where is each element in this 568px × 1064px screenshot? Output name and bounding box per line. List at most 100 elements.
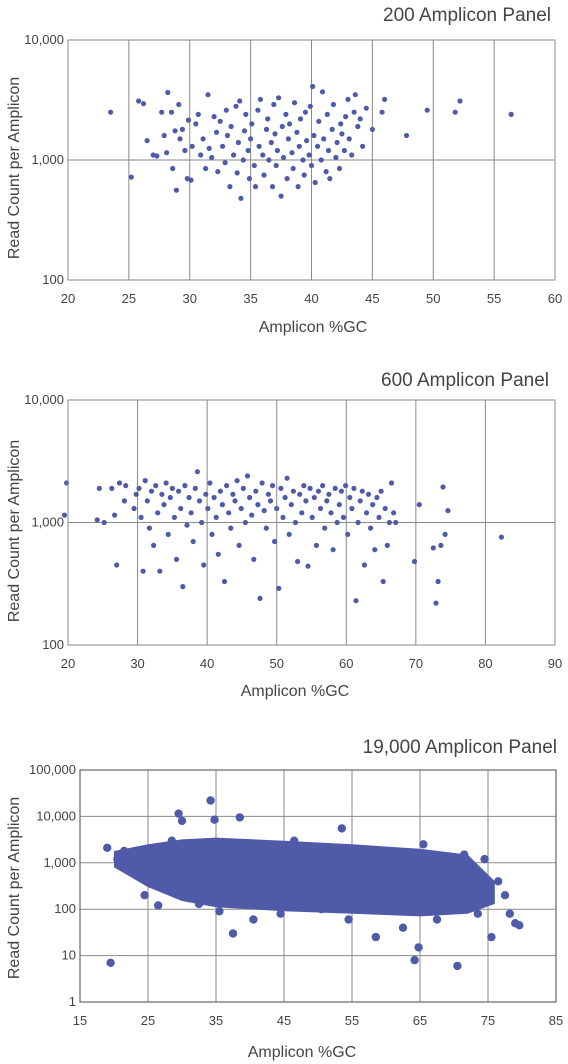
data-point	[113, 854, 122, 864]
data-point	[323, 169, 329, 175]
x-tick-label: 35	[243, 291, 257, 306]
data-point	[249, 121, 255, 127]
data-point	[238, 505, 244, 512]
data-point	[103, 843, 112, 852]
data-point	[157, 568, 163, 574]
data-point	[330, 547, 336, 553]
data-point	[289, 150, 295, 156]
data-point	[123, 483, 129, 489]
data-point	[116, 480, 123, 486]
data-point	[209, 531, 215, 538]
data-point	[372, 547, 378, 553]
data-point	[241, 128, 248, 134]
data-point	[324, 498, 330, 504]
data-point	[343, 483, 349, 489]
x-tick-label: 75	[481, 1013, 495, 1028]
data-point	[255, 502, 261, 508]
data-point	[391, 510, 397, 516]
data-point	[243, 111, 249, 117]
data-point	[332, 485, 338, 491]
data-point	[380, 578, 386, 585]
data-point	[384, 542, 390, 549]
data-point	[276, 909, 285, 918]
tick-labels: 15 25 35 45 55 65 75 85 1 10 100 1,000 10,000 100,000	[29, 762, 563, 1028]
data-point	[186, 494, 192, 501]
data-point	[290, 836, 299, 845]
data-point	[487, 932, 496, 942]
y-tick-label: 10,000	[24, 392, 64, 407]
data-point	[307, 485, 313, 491]
data-point	[144, 138, 150, 144]
data-point	[363, 105, 369, 111]
data-point	[176, 488, 182, 494]
data-point	[203, 165, 209, 172]
data-point	[199, 519, 205, 526]
x-tick-label: 55	[487, 291, 501, 306]
data-point	[317, 505, 324, 512]
data-point	[349, 152, 355, 158]
data-point	[278, 193, 284, 199]
data-point	[237, 98, 243, 104]
data-point	[177, 136, 183, 142]
x-axis-label: Amplicon %GC	[259, 319, 367, 336]
data-point	[222, 160, 228, 166]
chart-600-amplicon-panel: 600 Amplicon Panel Amplicon %GC Read Cou…	[6, 370, 562, 700]
data-point	[301, 483, 307, 489]
data-point	[410, 955, 419, 965]
data-point	[446, 882, 455, 892]
data-point	[280, 154, 287, 161]
data-point	[163, 480, 169, 486]
data-point	[188, 177, 194, 183]
x-tick-label: 20	[61, 656, 75, 671]
data-point	[291, 100, 298, 106]
chart-200-amplicon-panel: 200 Amplicon Panel Amplicon %GC Read Cou…	[6, 5, 562, 336]
data-point	[317, 905, 326, 914]
data-point	[203, 491, 209, 497]
data-point	[419, 840, 428, 849]
data-point	[355, 519, 361, 526]
data-point	[198, 152, 204, 158]
data-point	[164, 150, 170, 156]
x-tick-label: 35	[209, 1013, 223, 1028]
data-point	[120, 846, 129, 856]
data-point	[337, 824, 346, 833]
data-point	[355, 123, 361, 130]
data-point	[328, 510, 334, 516]
data-point	[213, 129, 220, 135]
data-point	[433, 600, 439, 606]
data-point	[322, 525, 328, 531]
data-point	[246, 176, 252, 182]
data-point	[245, 147, 251, 154]
data-point	[253, 488, 259, 494]
data-point	[295, 558, 301, 565]
data-point	[217, 488, 223, 494]
data-point	[248, 136, 254, 142]
data-point	[133, 491, 139, 497]
data-point	[168, 109, 175, 115]
data-point	[249, 915, 258, 924]
data-point	[261, 172, 267, 178]
data-point	[403, 132, 410, 139]
x-tick-label: 50	[426, 291, 440, 306]
data-point	[287, 121, 293, 127]
data-point	[114, 562, 120, 568]
data-point	[224, 132, 231, 139]
data-point	[341, 147, 347, 154]
data-point	[211, 114, 217, 120]
data-point	[160, 850, 170, 859]
data-point	[171, 514, 177, 521]
data-point	[251, 556, 257, 563]
data-point	[161, 502, 167, 508]
plot-frame	[79, 769, 557, 1003]
data-point	[234, 478, 240, 484]
data-point	[285, 136, 291, 142]
data-point	[231, 152, 237, 158]
data-point	[151, 542, 157, 549]
data-point	[378, 488, 384, 494]
data-point	[370, 502, 376, 508]
tick-labels: 20 30 40 50 60 70 80 90 100 1,000 10,000	[24, 392, 562, 671]
data-point	[272, 538, 278, 545]
x-tick-label: 25	[122, 291, 136, 306]
data-point	[343, 114, 349, 120]
data-point	[228, 123, 234, 130]
